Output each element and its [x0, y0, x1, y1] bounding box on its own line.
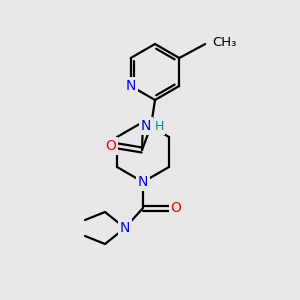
Text: H: H — [154, 121, 164, 134]
Text: N: N — [126, 79, 136, 93]
Text: N: N — [138, 175, 148, 189]
Text: CH₃: CH₃ — [212, 37, 237, 50]
Text: N: N — [141, 119, 151, 133]
Text: N: N — [120, 221, 130, 235]
Text: O: O — [106, 139, 116, 153]
Text: O: O — [171, 201, 182, 215]
